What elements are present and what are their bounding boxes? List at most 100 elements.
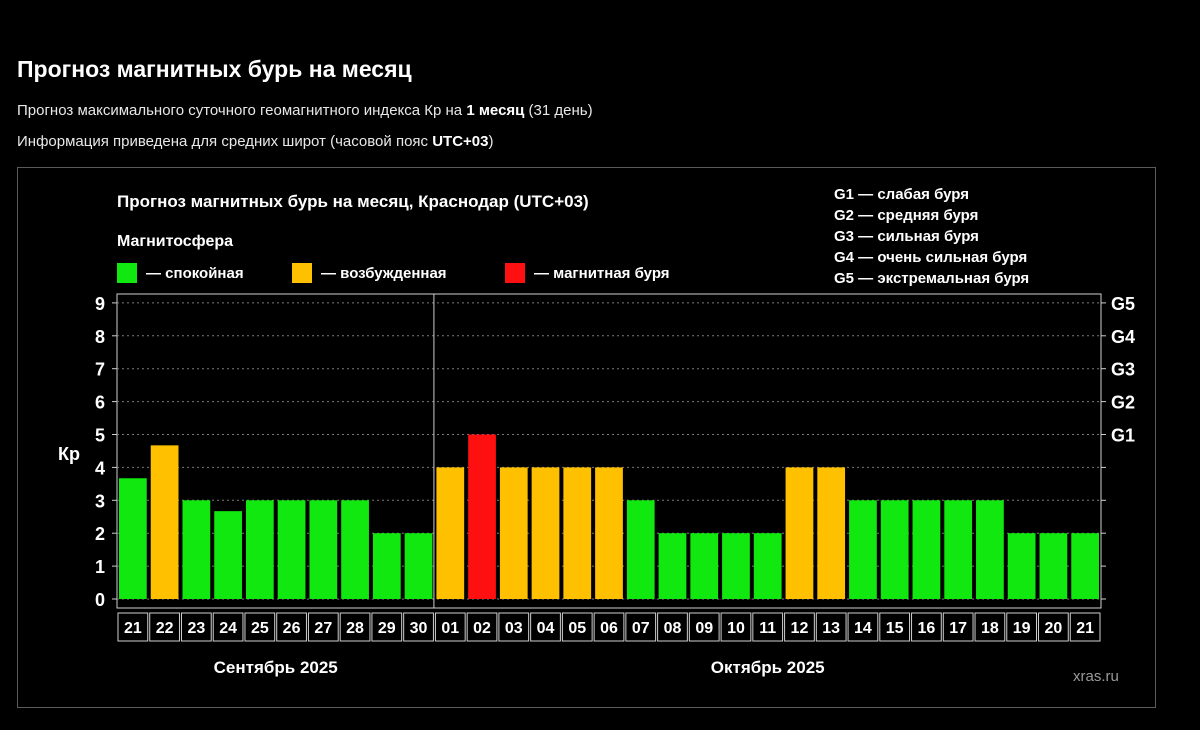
date-cell-27	[974, 612, 1006, 642]
legend-label-0: — спокойная	[146, 265, 244, 282]
bar-30	[1071, 533, 1099, 599]
bar-5	[277, 500, 306, 599]
bar-1	[150, 445, 179, 599]
date-label-10: 01	[441, 620, 459, 637]
y-tick-label-6: 6	[95, 393, 105, 413]
timezone: UTC+03	[432, 133, 489, 150]
date-label-6: 27	[314, 620, 332, 637]
date-cell-22	[815, 612, 847, 642]
date-label-11: 02	[473, 620, 491, 637]
storm-scale-item-2: G3 — сильная буря	[834, 228, 979, 245]
date-label-30: 21	[1076, 620, 1094, 637]
bar-4	[245, 500, 274, 599]
g-scale-label-G3: G3	[1111, 360, 1135, 380]
bar-8	[372, 533, 401, 599]
month-label-1: Октябрь 2025	[711, 658, 825, 677]
y-tick-label-0: 0	[95, 590, 105, 610]
bar-26	[944, 500, 973, 599]
date-label-17: 08	[664, 620, 682, 637]
date-cell-29	[1038, 612, 1069, 642]
date-label-21: 12	[791, 620, 809, 637]
bar-16	[626, 500, 655, 599]
date-label-9: 30	[410, 620, 428, 637]
legend-swatch-0	[117, 263, 137, 283]
bar-15	[595, 467, 623, 599]
date-cell-25	[911, 612, 942, 642]
date-cell-23	[847, 612, 879, 642]
y-tick-label-3: 3	[95, 491, 105, 511]
date-cell-0	[117, 612, 149, 642]
date-label-20: 11	[759, 620, 776, 637]
date-cell-5	[276, 612, 307, 642]
date-cell-4	[244, 612, 276, 642]
date-cell-30	[1069, 612, 1101, 642]
bar-17	[658, 533, 687, 599]
storm-scale-item-0: G1 — слабая буря	[834, 186, 969, 203]
y-tick-label-1: 1	[95, 557, 105, 577]
date-label-23: 14	[854, 620, 872, 637]
bar-24	[880, 500, 909, 599]
bar-18	[690, 533, 719, 599]
legend-label-2: — магнитная буря	[534, 265, 670, 282]
bar-0	[119, 478, 147, 599]
bar-6	[309, 500, 338, 599]
g-scale-label-G4: G4	[1111, 327, 1135, 347]
y-tick-label-4: 4	[95, 458, 105, 478]
date-label-0: 21	[124, 620, 142, 637]
storm-scale-item-1: G2 — средняя буря	[834, 207, 978, 224]
y-tick-label-8: 8	[95, 327, 105, 347]
date-label-4: 25	[251, 620, 269, 637]
date-label-27: 18	[981, 620, 999, 637]
legend-swatch-1	[292, 263, 312, 283]
date-cell-11	[466, 612, 498, 642]
date-cell-16	[625, 612, 657, 642]
date-label-12: 03	[505, 620, 523, 637]
bar-28	[1007, 533, 1036, 599]
bar-7	[341, 500, 369, 599]
date-label-16: 07	[632, 620, 650, 637]
bar-9	[404, 533, 433, 599]
date-cell-14	[561, 612, 593, 642]
date-cell-13	[530, 612, 561, 642]
latitude-info: Информация приведена для средних широт (…	[17, 133, 493, 150]
forecast-period: 1 месяц	[466, 102, 525, 119]
date-label-29: 20	[1044, 620, 1062, 637]
month-label-0: Сентябрь 2025	[214, 658, 338, 677]
date-label-8: 29	[378, 620, 396, 637]
bar-11	[468, 434, 496, 599]
date-label-26: 17	[949, 620, 967, 637]
date-cell-26	[942, 612, 974, 642]
storm-scale-item-4: G5 — экстремальная буря	[834, 270, 1029, 287]
date-cell-9	[403, 612, 434, 642]
y-axis-label: Кр	[58, 444, 80, 464]
bar-25	[912, 500, 941, 599]
y-tick-label-2: 2	[95, 524, 105, 544]
date-label-25: 16	[918, 620, 936, 637]
legend-swatch-2	[505, 263, 525, 283]
date-label-13: 04	[537, 620, 555, 637]
kp-forecast-chart: Прогноз магнитных бурь на месяц, Краснод…	[58, 186, 1135, 677]
date-cell-24	[879, 612, 911, 642]
chart-title: Прогноз магнитных бурь на месяц, Краснод…	[117, 192, 589, 211]
y-tick-label-7: 7	[95, 360, 105, 380]
date-label-24: 15	[886, 620, 904, 637]
date-cell-15	[593, 612, 625, 642]
date-label-7: 28	[346, 620, 364, 637]
bar-23	[849, 500, 877, 599]
storm-scale-item-3: G4 — очень сильная буря	[834, 249, 1027, 266]
source-watermark: xras.ru	[1073, 668, 1119, 685]
date-cell-17	[657, 612, 688, 642]
date-cell-20	[752, 612, 784, 642]
date-cell-12	[498, 612, 530, 642]
date-cell-18	[688, 612, 720, 642]
bar-22	[817, 467, 846, 599]
g-scale-label-G1: G1	[1111, 426, 1135, 446]
bar-12	[499, 467, 528, 599]
date-cell-10	[434, 612, 466, 642]
bar-3	[214, 511, 242, 599]
date-cell-28	[1006, 612, 1038, 642]
y-tick-label-9: 9	[95, 294, 105, 314]
bar-10	[436, 467, 465, 599]
date-label-2: 23	[187, 620, 205, 637]
latitude-info-prefix: Информация приведена для средних широт (…	[17, 133, 433, 150]
